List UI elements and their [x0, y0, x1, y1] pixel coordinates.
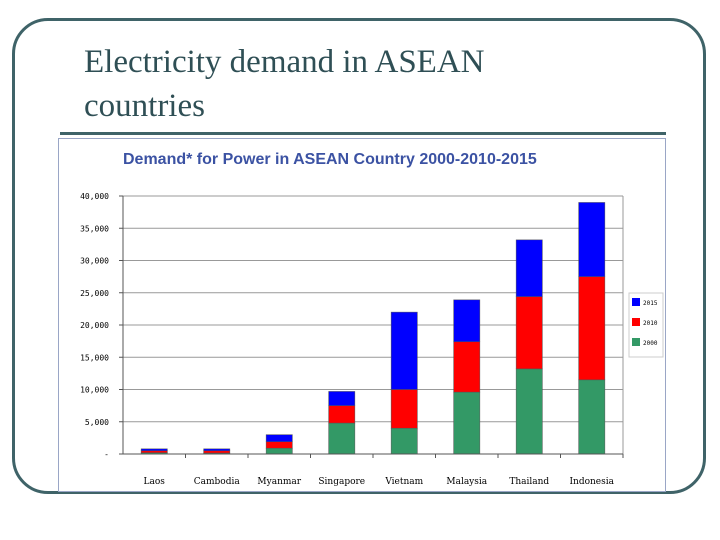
- y-tick-label: 20,000: [80, 321, 109, 330]
- y-tick-label: 15,000: [80, 353, 109, 362]
- bar-segment-laos-2010: [140, 450, 168, 453]
- chart-title: Demand* for Power in ASEAN Country 2000-…: [123, 151, 537, 168]
- bar-segment-cambodia-2015: [203, 448, 231, 452]
- bar-segment-vietnam-2010: [390, 389, 418, 429]
- x-tick-label: Thailand: [509, 477, 549, 487]
- bar-segment-vietnam-2015: [390, 311, 418, 390]
- x-tick-label: Laos: [144, 477, 166, 487]
- slide-title-line-1: Electricity demand in ASEAN: [84, 44, 485, 80]
- bar-segment-myanmar-2000: [265, 447, 293, 455]
- y-tick-label: 10,000: [80, 386, 109, 395]
- x-tick-label: Myanmar: [257, 477, 301, 487]
- stacked-bar-chart: Demand* for Power in ASEAN Country 2000-…: [80, 151, 664, 487]
- legend-label-2000: 2000: [643, 340, 658, 347]
- bar-segment-singapore-2000: [328, 422, 356, 455]
- bar-segment-indonesia-2000: [578, 379, 606, 455]
- bar-segment-thailand-2000: [515, 368, 543, 455]
- bars-layer: [140, 202, 606, 455]
- y-tick-label: 30,000: [80, 257, 109, 266]
- bar-segment-thailand-2010: [515, 296, 543, 370]
- slide-title-line-2: countries: [84, 88, 205, 124]
- bar-segment-indonesia-2015: [578, 202, 606, 277]
- y-tick-label: 5,000: [85, 418, 109, 427]
- bar-segment-vietnam-2000: [390, 427, 418, 455]
- x-tick-label: Malaysia: [446, 477, 487, 487]
- grid-layer: [123, 195, 624, 454]
- legend: 2015 2010 2000: [628, 292, 664, 358]
- bar-segment-singapore-2015: [328, 391, 356, 406]
- x-tick-label: Indonesia: [569, 477, 614, 487]
- chart-container: Demand* for Power in ASEAN Country 2000-…: [58, 138, 666, 492]
- slide-frame: [12, 18, 706, 494]
- legend-swatch-2000: [632, 338, 640, 346]
- bar-segment-malaysia-2000: [453, 391, 481, 455]
- bar-segment-indonesia-2010: [578, 276, 606, 381]
- y-tick-label: 35,000: [80, 224, 109, 233]
- bar-segment-cambodia-2010: [203, 450, 231, 454]
- bar-segment-thailand-2015: [515, 239, 543, 297]
- bar-segment-malaysia-2015: [453, 299, 481, 343]
- y-tick-label: 40,000: [80, 192, 109, 201]
- y-tick-label: -: [104, 450, 109, 459]
- legend-swatch-2015: [632, 298, 640, 306]
- title-divider: [60, 132, 666, 135]
- legend-label-2015: 2015: [643, 300, 658, 307]
- legend-label-2010: 2010: [643, 320, 658, 327]
- x-tick-label: Singapore: [318, 477, 365, 487]
- bar-segment-myanmar-2015: [265, 434, 293, 442]
- bar-segment-singapore-2010: [328, 405, 356, 424]
- legend-swatch-2010: [632, 318, 640, 326]
- axis-layer: - 5,000 10,000 15,000 20,000 25,000 30,000 35,0…: [80, 192, 624, 487]
- x-tick-label: Vietnam: [384, 477, 423, 487]
- slide-title: Electricity demand in ASEAN countries: [84, 40, 644, 128]
- y-tick-label: 25,000: [80, 289, 109, 298]
- bar-segment-myanmar-2010: [265, 441, 293, 449]
- x-tick-label: Cambodia: [194, 477, 241, 487]
- bar-segment-laos-2015: [140, 448, 168, 452]
- bar-segment-malaysia-2010: [453, 341, 481, 393]
